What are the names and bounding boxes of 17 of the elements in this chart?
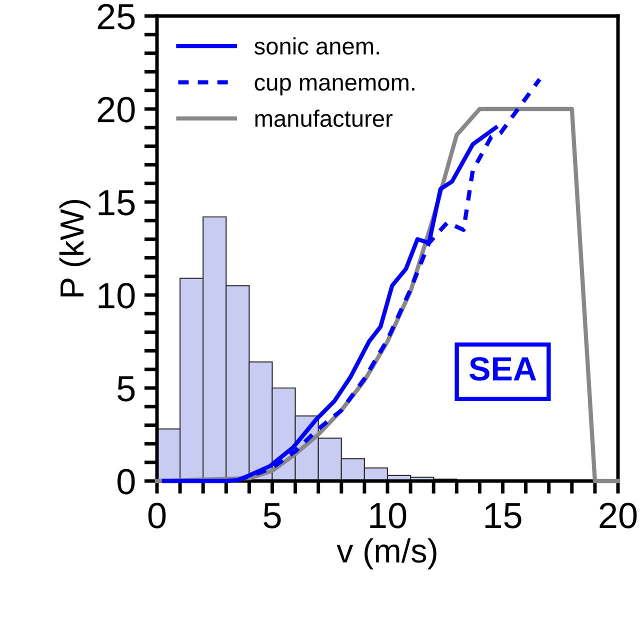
x-tick-label: 20 — [600, 502, 637, 528]
legend-label: cup manemom. — [254, 78, 414, 96]
y-tick-label: 15 — [98, 190, 135, 216]
y-axis-title: P (kW) — [59, 200, 90, 296]
x-tick-label: 10 — [370, 502, 406, 528]
legend-label: manufacturer — [255, 110, 393, 127]
x-axis-title: v (m/s) — [336, 538, 436, 570]
y-tick-label: 20 — [98, 96, 135, 122]
y-tick-label: 0 — [117, 468, 135, 494]
legend-label: sonic anem. — [254, 37, 379, 55]
y-tick-label: 5 — [118, 376, 135, 402]
y-tick-label: 10 — [98, 282, 135, 308]
x-tick-label: 0 — [148, 502, 166, 528]
x-tick-label: 15 — [485, 503, 522, 528]
annotation: SEA — [469, 357, 536, 381]
x-tick-label: 5 — [264, 503, 281, 528]
y-tick-label: 25 — [98, 4, 135, 30]
